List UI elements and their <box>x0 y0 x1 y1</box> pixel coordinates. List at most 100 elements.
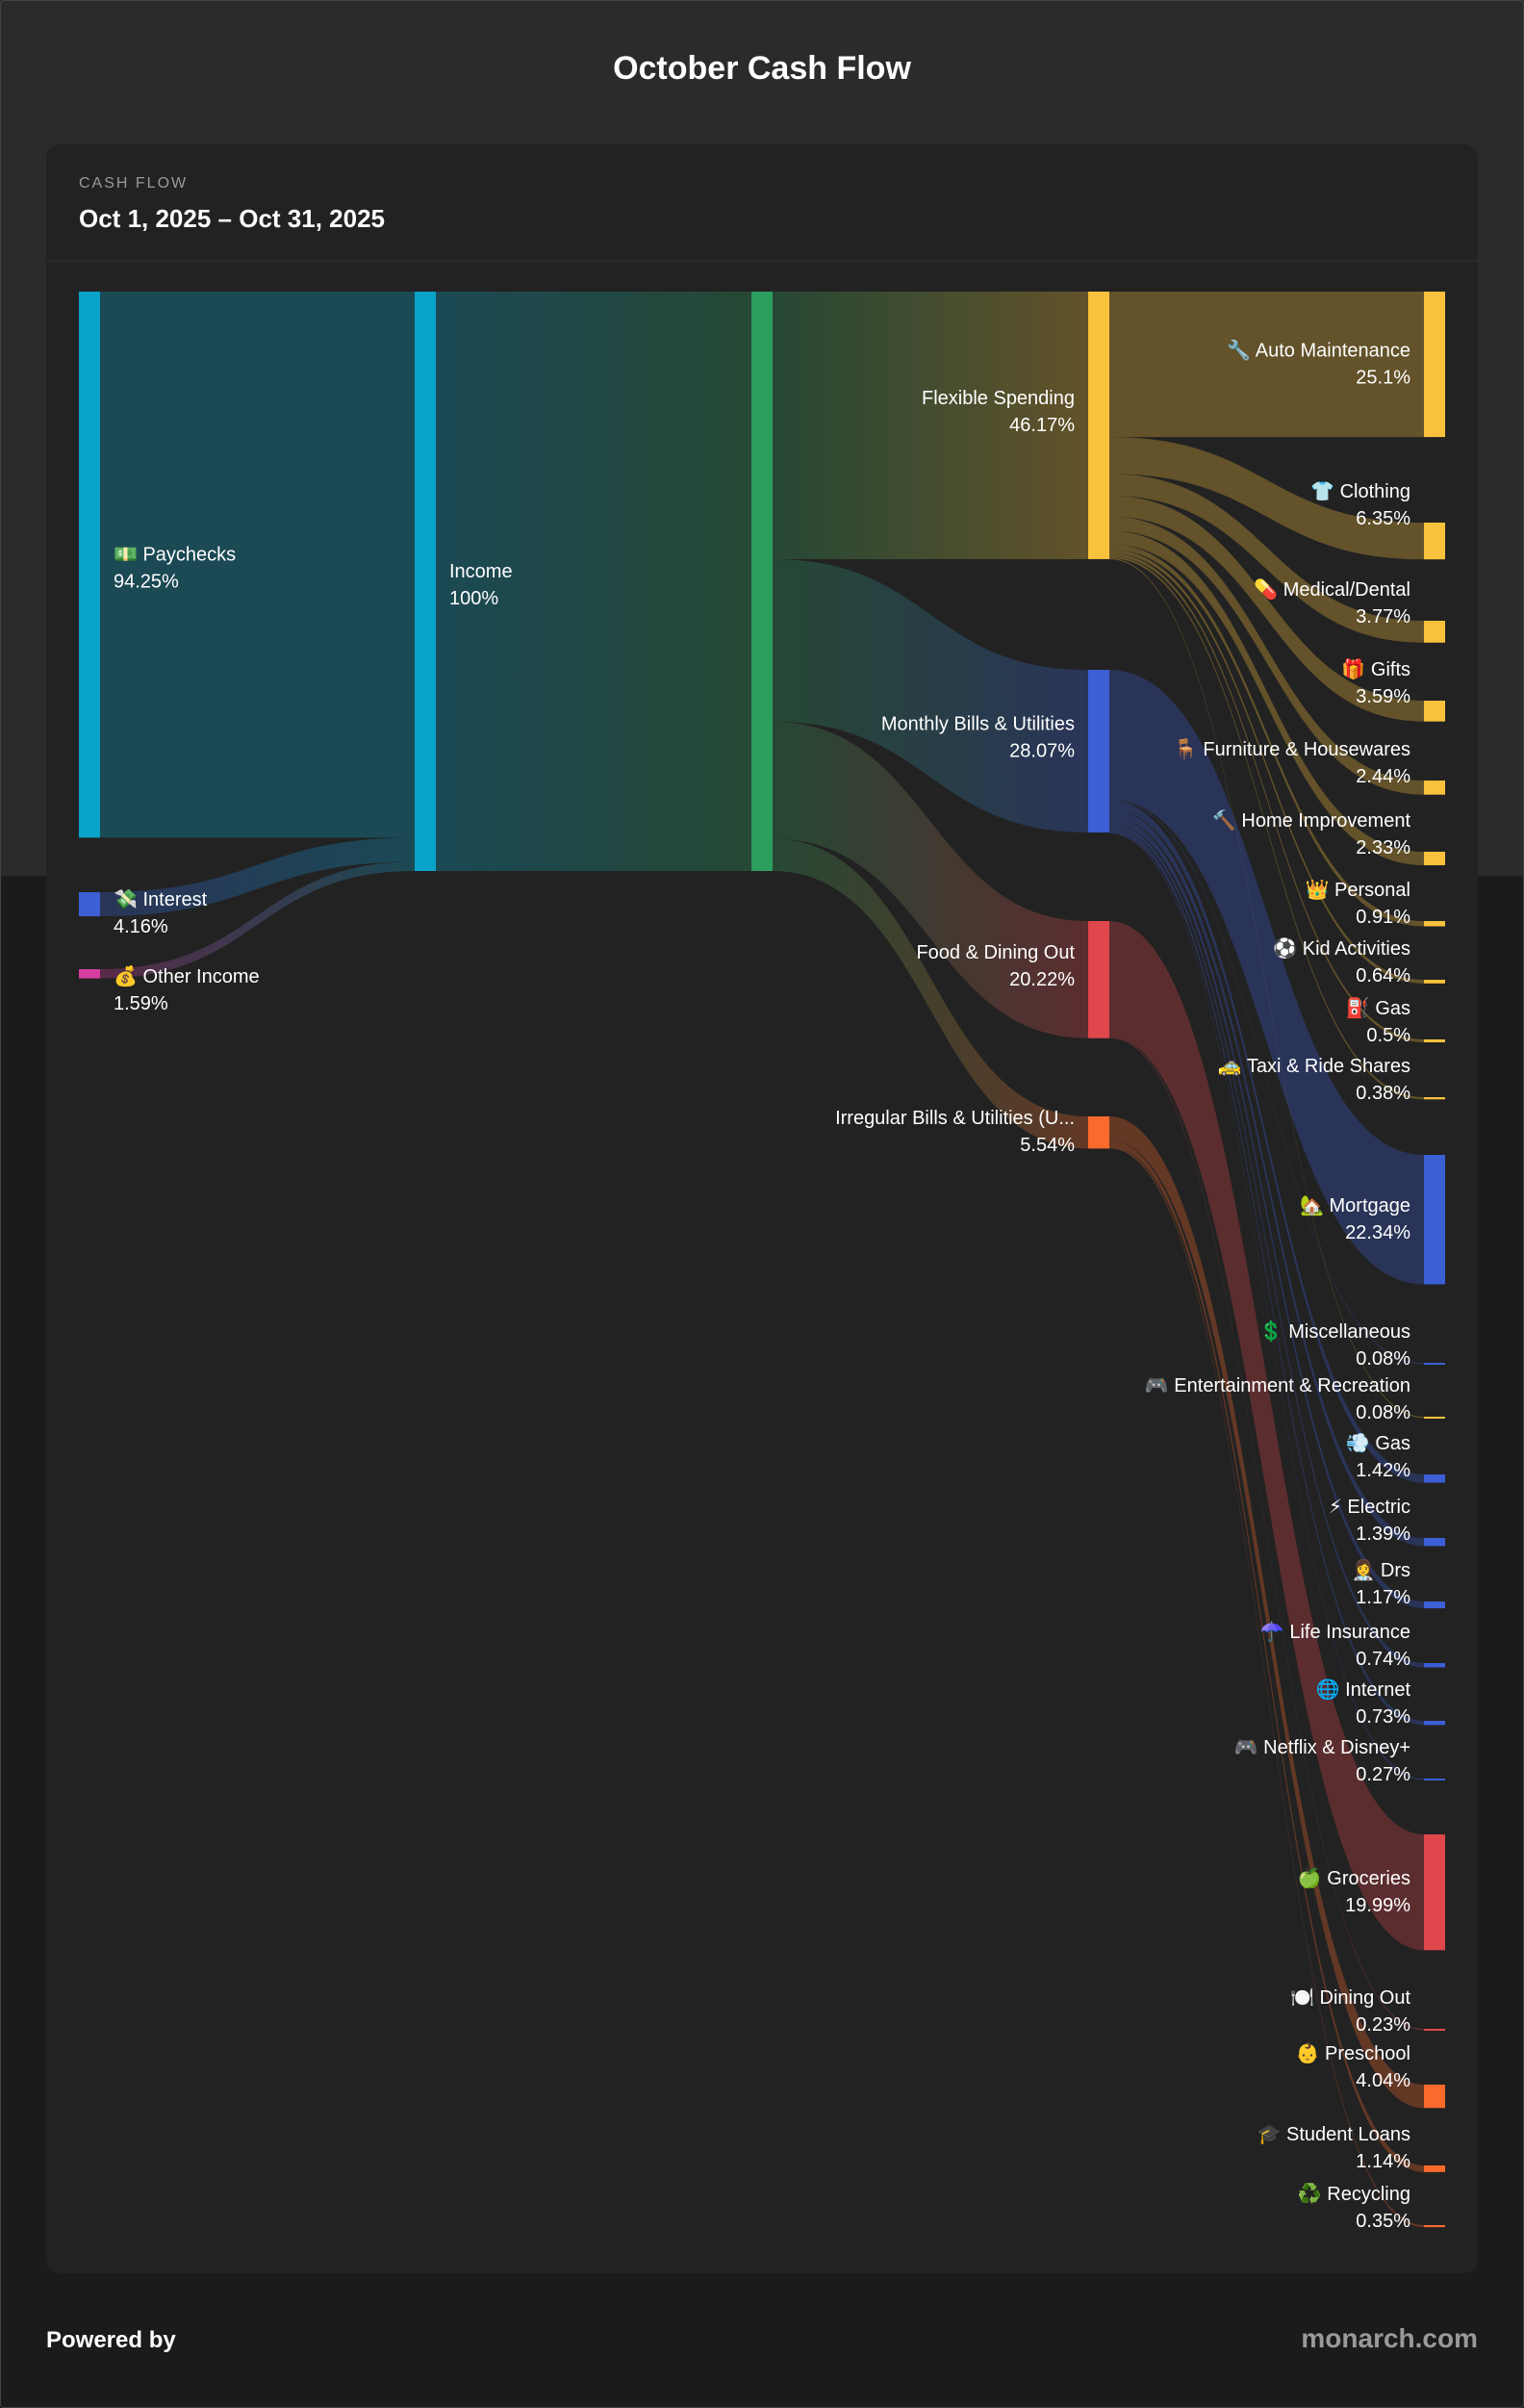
label-name-life_ins: ☂️ Life Insurance <box>1260 1620 1410 1643</box>
node-mortgage[interactable] <box>1424 1155 1445 1285</box>
node-netflix[interactable] <box>1424 1779 1445 1780</box>
link-bills-to-mortgage[interactable] <box>1109 670 1424 1285</box>
node-internet[interactable] <box>1424 1721 1445 1726</box>
label-clothing: 👕 Clothing 6.35% <box>1310 481 1410 529</box>
node-misc[interactable] <box>1424 1363 1445 1365</box>
label-pct-recycling: 0.35% <box>1356 2211 1410 2232</box>
link-irregular-to-preschool[interactable] <box>1109 1116 1424 2109</box>
node-taxi[interactable] <box>1424 1097 1445 1100</box>
node-home[interactable] <box>1424 852 1445 866</box>
link-bills-to-internet[interactable] <box>1109 828 1424 1726</box>
label-netflix: 🎮 Netflix & Disney+ 0.27% <box>1234 1737 1411 1785</box>
label-medical: 💊 Medical/Dental 3.77% <box>1254 577 1410 628</box>
link-total-to-flexible[interactable] <box>773 292 1088 559</box>
node-kid[interactable] <box>1424 980 1445 984</box>
node-personal[interactable] <box>1424 921 1445 927</box>
node-medical[interactable] <box>1424 621 1445 643</box>
node-other_income[interactable] <box>79 969 100 979</box>
link-total-to-food[interactable] <box>773 721 1088 1038</box>
link-bills-to-life_ins[interactable] <box>1109 823 1424 1668</box>
link-flexible-to-personal[interactable] <box>1109 544 1424 927</box>
link-flexible-to-kid[interactable] <box>1109 549 1424 984</box>
label-name-clothing: 👕 Clothing <box>1310 481 1410 502</box>
label-interest: 💸 Interest 4.16% <box>114 888 208 937</box>
node-dining[interactable] <box>1424 2029 1445 2031</box>
label-gas_util: 💨 Gas 1.42% <box>1346 1432 1410 1481</box>
link-income-to-total[interactable] <box>436 292 751 871</box>
link-flexible-to-clothing[interactable] <box>1109 437 1424 560</box>
node-paychecks[interactable] <box>79 292 100 838</box>
brand-link[interactable]: monarch.com <box>1301 2323 1478 2353</box>
label-name-other_income: 💰 Other Income <box>114 964 260 987</box>
link-food-to-dining[interactable] <box>1109 1037 1424 2031</box>
label-pct-flexible: 46.17% <box>1009 415 1075 436</box>
link-total-to-irregular[interactable] <box>773 838 1088 1149</box>
node-food[interactable] <box>1088 921 1109 1038</box>
powered-by-text: Powered by <box>46 2327 176 2353</box>
node-student[interactable] <box>1424 2165 1445 2172</box>
node-interest[interactable] <box>79 892 100 917</box>
link-bills-to-misc[interactable] <box>1109 799 1424 1365</box>
link-irregular-to-recycling[interactable] <box>1109 1146 1424 2228</box>
link-total-to-bills[interactable] <box>773 558 1088 833</box>
node-recycling[interactable] <box>1424 2225 1445 2228</box>
link-flexible-to-taxi[interactable] <box>1109 555 1424 1100</box>
node-furniture[interactable] <box>1424 781 1445 795</box>
label-electric: ⚡ Electric 1.39% <box>1329 1497 1410 1545</box>
label-name-medical: 💊 Medical/Dental <box>1254 577 1410 601</box>
link-flexible-to-gas_auto[interactable] <box>1109 552 1424 1043</box>
label-pct-income: 100% <box>449 588 498 609</box>
link-paychecks-to-income[interactable] <box>100 292 415 838</box>
link-flexible-to-furniture[interactable] <box>1109 516 1424 795</box>
label-groceries: 🍏 Groceries 19.99% <box>1298 1866 1410 1916</box>
label-gas_auto: ⛽ Gas 0.5% <box>1346 996 1410 1046</box>
link-flexible-to-auto[interactable] <box>1109 292 1424 438</box>
label-flexible: Flexible Spending 46.17% <box>922 388 1075 436</box>
label-paychecks: 💵 Paychecks 94.25% <box>114 545 236 593</box>
node-preschool[interactable] <box>1424 2085 1445 2109</box>
node-irregular[interactable] <box>1088 1116 1109 1149</box>
node-life_ins[interactable] <box>1424 1663 1445 1668</box>
node-gas_auto[interactable] <box>1424 1039 1445 1043</box>
node-auto[interactable] <box>1424 292 1445 438</box>
label-pct-misc: 0.08% <box>1356 1348 1410 1370</box>
node-groceries[interactable] <box>1424 1834 1445 1951</box>
sankey-chart: 💵 Paychecks 94.25% 💸 Interest 4.16% 💰 Other … <box>79 292 1445 2232</box>
node-total[interactable] <box>751 292 773 871</box>
node-flexible[interactable] <box>1088 292 1109 559</box>
node-entertainment[interactable] <box>1424 1417 1445 1419</box>
cash-flow-card: CASH FLOW Oct 1, 2025 – Oct 31, 2025 💵 P… <box>46 144 1478 2273</box>
link-food-to-groceries[interactable] <box>1109 921 1424 1951</box>
label-name-electric: ⚡ Electric <box>1329 1497 1410 1518</box>
label-pct-food: 20.22% <box>1009 969 1075 990</box>
node-drs[interactable] <box>1424 1601 1445 1609</box>
node-electric[interactable] <box>1424 1538 1445 1547</box>
link-interest-to-income[interactable] <box>100 837 415 917</box>
label-name-flexible: Flexible Spending <box>922 388 1075 409</box>
node-income[interactable] <box>415 292 436 871</box>
link-flexible-to-gifts[interactable] <box>1109 496 1424 722</box>
label-name-drs: 👩‍⚕️ Drs <box>1351 1558 1410 1581</box>
label-name-paychecks: 💵 Paychecks <box>114 545 236 566</box>
label-pct-kid: 0.64% <box>1356 965 1410 986</box>
link-bills-to-electric[interactable] <box>1109 808 1424 1547</box>
link-flexible-to-medical[interactable] <box>1109 474 1424 643</box>
label-gifts: 🎁 Gifts 3.59% <box>1341 657 1410 707</box>
link-bills-to-drs[interactable] <box>1109 816 1424 1609</box>
date-range[interactable]: Oct 1, 2025 – Oct 31, 2025 <box>79 204 385 233</box>
link-irregular-to-student[interactable] <box>1109 1140 1424 2172</box>
node-bills[interactable] <box>1088 670 1109 833</box>
node-gifts[interactable] <box>1424 701 1445 722</box>
label-pct-interest: 4.16% <box>114 916 168 937</box>
node-clothing[interactable] <box>1424 523 1445 560</box>
node-gas_util[interactable] <box>1424 1474 1445 1483</box>
label-name-recycling: ♻️ Recycling <box>1298 2182 1410 2205</box>
link-bills-to-gas_util[interactable] <box>1109 800 1424 1483</box>
link-bills-to-netflix[interactable] <box>1109 832 1424 1780</box>
label-name-internet: 🌐 Internet <box>1316 1678 1411 1701</box>
label-home: 🔨 Home Improvement 2.33% <box>1212 808 1411 858</box>
link-flexible-to-home[interactable] <box>1109 530 1424 866</box>
label-name-netflix: 🎮 Netflix & Disney+ <box>1234 1737 1410 1758</box>
link-other_income-to-income[interactable] <box>100 861 415 979</box>
label-pct-personal: 0.91% <box>1356 907 1410 928</box>
